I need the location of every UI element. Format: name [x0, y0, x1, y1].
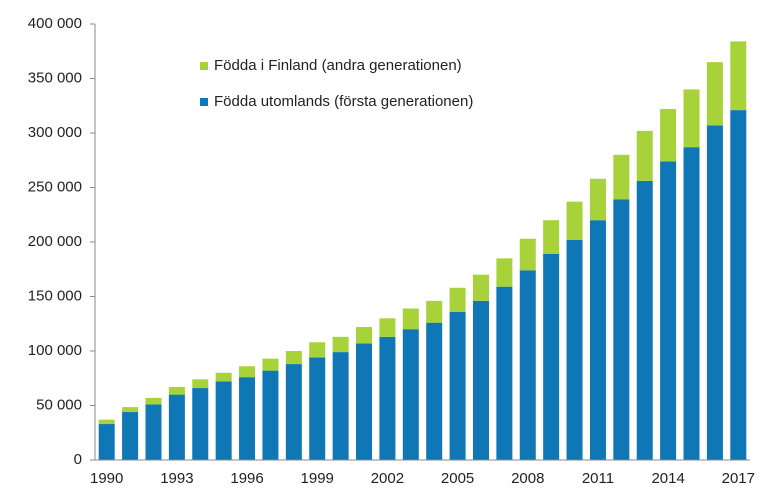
bar-segment: [98, 424, 115, 460]
bar-segment: [519, 238, 536, 271]
bar-segment: [613, 199, 630, 461]
bar-segment: [262, 370, 279, 460]
bar-segment: [168, 386, 185, 395]
y-tick-label: 300 000: [28, 124, 82, 141]
bar-segment: [215, 381, 232, 460]
x-tick-label: 2002: [371, 470, 404, 487]
bar-segment: [589, 178, 606, 221]
bar-segment: [402, 308, 419, 330]
bar-segment: [379, 336, 396, 460]
x-tick-label: 2005: [441, 470, 474, 487]
x-tick-label: 2008: [511, 470, 544, 487]
bar-segment: [426, 300, 443, 323]
bar-segment: [402, 329, 419, 460]
bar-segment: [356, 343, 373, 460]
bar-segment: [426, 322, 443, 460]
bar-segment: [566, 201, 583, 240]
bar-segment: [543, 253, 560, 460]
bar-segment: [613, 154, 630, 200]
legend-label: Födda i Finland (andra generationen): [214, 57, 462, 74]
bar-segment: [589, 220, 606, 460]
bar-segment: [543, 220, 560, 254]
bar-segment: [309, 357, 326, 460]
x-tick-label: 2014: [651, 470, 684, 487]
bar-segment: [683, 147, 700, 461]
x-tick-label: 1996: [230, 470, 263, 487]
bar-segment: [285, 364, 302, 460]
bar-segment: [332, 352, 349, 460]
bar-segment: [239, 377, 256, 460]
bar-segment: [496, 258, 513, 287]
bar-segment: [730, 110, 747, 461]
bar-segment: [472, 300, 489, 460]
bar-segment: [192, 388, 209, 460]
bar-segment: [472, 274, 489, 301]
y-tick-label: 100 000: [28, 342, 82, 359]
bar-segment: [145, 397, 162, 405]
bar-segment: [262, 358, 279, 371]
bar-segment: [122, 407, 139, 413]
x-tick-label: 1993: [160, 470, 193, 487]
bar-segment: [192, 379, 209, 389]
bar-segment: [239, 366, 256, 378]
y-tick-label: 150 000: [28, 287, 82, 304]
y-tick-label: 350 000: [28, 69, 82, 86]
bar-segment: [683, 89, 700, 148]
x-tick-label: 1999: [301, 470, 334, 487]
bar-segment: [706, 125, 723, 461]
y-tick-label: 200 000: [28, 233, 82, 250]
x-tick-label: 2017: [722, 470, 755, 487]
x-tick-label: 1990: [90, 470, 123, 487]
bar-segment: [636, 180, 653, 460]
bar-segment: [122, 412, 139, 460]
bar-segment: [706, 62, 723, 126]
bar-segment: [379, 318, 396, 337]
bar-segment: [356, 327, 373, 344]
bar-segment: [285, 351, 302, 365]
bar-segment: [145, 404, 162, 460]
x-tick-label: 2011: [582, 470, 614, 487]
bar-segment: [519, 270, 536, 460]
bar-segment: [636, 130, 653, 181]
bar-segment: [309, 342, 326, 358]
y-tick-label: 0: [74, 451, 82, 468]
legend-label: Födda utomlands (första generationen): [214, 93, 473, 110]
y-tick-label: 50 000: [36, 396, 82, 413]
bar-segment: [566, 239, 583, 460]
legend-swatch: [200, 62, 208, 70]
y-tick-label: 250 000: [28, 178, 82, 195]
bar-segment: [496, 286, 513, 460]
bar-segment: [168, 394, 185, 460]
bar-segment: [449, 287, 466, 312]
bar-segment: [98, 419, 115, 425]
bar-segment: [660, 161, 677, 460]
bar-segment: [332, 336, 349, 353]
y-tick-label: 400 000: [28, 15, 82, 32]
bar-segment: [730, 41, 747, 111]
bar-segment: [449, 311, 466, 460]
bar-segment: [215, 372, 232, 382]
legend-swatch: [200, 98, 208, 106]
bar-segment: [660, 109, 677, 162]
